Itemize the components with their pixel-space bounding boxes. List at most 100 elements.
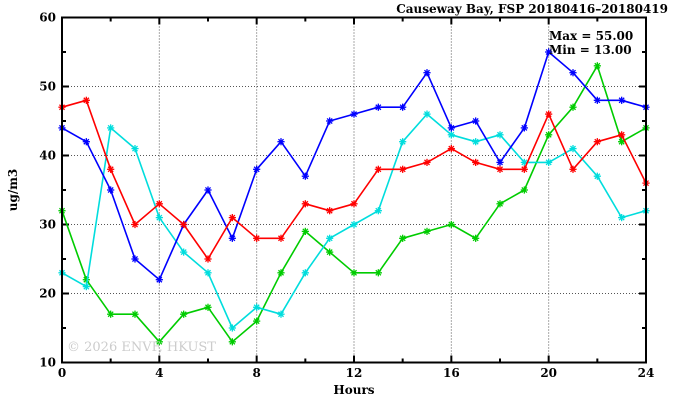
series-red-point (155, 200, 163, 208)
series-red (58, 96, 650, 263)
series-green-point (593, 62, 601, 70)
series-cyan-point (301, 269, 309, 277)
series-cyan-point (253, 303, 261, 311)
series-green-point (618, 138, 626, 146)
series-cyan-point (228, 324, 236, 332)
series-green-point (277, 269, 285, 277)
y-tick-label: 20 (39, 287, 56, 301)
series-red-point (423, 158, 431, 166)
series-red-point (447, 145, 455, 153)
series-green-point (472, 234, 480, 242)
series-green-point (399, 234, 407, 242)
series-blue-point (131, 255, 139, 263)
series-cyan-point (277, 310, 285, 318)
y-tick-label: 40 (39, 149, 56, 163)
x-tick-label: 8 (252, 366, 260, 380)
x-tick-label: 12 (346, 366, 363, 380)
series-cyan-point (569, 145, 577, 153)
x-tick-label: 20 (540, 366, 557, 380)
series-blue-point (301, 172, 309, 180)
series-cyan-point (131, 145, 139, 153)
series-red-point (520, 165, 528, 173)
data-series (58, 48, 650, 346)
x-tick-label: 16 (443, 366, 460, 380)
series-green-point (545, 131, 553, 139)
series-blue-point (423, 69, 431, 77)
series-red-point (593, 138, 601, 146)
series-red-point (301, 200, 309, 208)
plot-frame (61, 16, 647, 364)
series-green-point (301, 227, 309, 235)
series-cyan-point (155, 214, 163, 222)
series-cyan-point (545, 158, 553, 166)
series-green-point (180, 310, 188, 318)
series-red-point (472, 158, 480, 166)
series-red-point (107, 165, 115, 173)
series-red-point (204, 255, 212, 263)
series-blue-point (107, 186, 115, 194)
series-green-point (520, 186, 528, 194)
series-blue-point (326, 117, 334, 125)
watermark: © 2026 ENVF, HKUST (67, 340, 216, 355)
axis-tick-labels: 0 4 8 12 16 20 24 10 20 30 40 50 60 (39, 11, 654, 381)
series-red-point (253, 234, 261, 242)
series-green-point (107, 310, 115, 318)
series-blue-point (82, 138, 90, 146)
series-red-point (326, 207, 334, 215)
series-green-point (350, 269, 358, 277)
x-axis-label: Hours (333, 383, 374, 397)
series-cyan-point (399, 138, 407, 146)
series-blue-point (204, 186, 212, 194)
series-cyan-point (204, 269, 212, 277)
max-annotation: Max = 55.00 (549, 29, 633, 43)
series-red-point (228, 214, 236, 222)
series-blue-point (593, 96, 601, 104)
series-blue-point (277, 138, 285, 146)
min-annotation: Min = 13.00 (549, 43, 632, 57)
series-blue-point (374, 103, 382, 111)
series-cyan-point (326, 234, 334, 242)
series-cyan-point (423, 110, 431, 118)
series-red-point (374, 165, 382, 173)
series-blue-point (545, 48, 553, 56)
series-cyan-point (496, 131, 504, 139)
y-tick-label: 30 (39, 218, 56, 232)
series-cyan-point (82, 283, 90, 291)
series-green-point (326, 248, 334, 256)
series-green-point (496, 200, 504, 208)
series-blue-point (350, 110, 358, 118)
series-cyan-point (447, 131, 455, 139)
series-red-point (350, 200, 358, 208)
series-cyan-point (107, 124, 115, 132)
series-blue-point (472, 117, 480, 125)
x-tick-label: 24 (638, 366, 655, 380)
series-blue-point (447, 124, 455, 132)
series-green-point (155, 338, 163, 346)
y-axis-label: ug/m3 (6, 169, 20, 212)
series-green-point (447, 220, 455, 229)
series-cyan-point (374, 207, 382, 215)
series-blue-point (155, 276, 163, 284)
series-green-point (374, 269, 382, 277)
y-tick-label: 60 (39, 11, 56, 25)
x-tick-label: 4 (155, 366, 163, 380)
series-blue-point (228, 234, 236, 242)
series-cyan-point (180, 248, 188, 256)
series-green-point (253, 317, 261, 325)
series-blue-point (618, 96, 626, 104)
series-green-point (131, 310, 139, 318)
series-red-point (131, 220, 139, 229)
y-tick-label: 10 (39, 356, 56, 370)
series-cyan-point (472, 138, 480, 146)
series-red-point (569, 165, 577, 173)
series-red-point (496, 165, 504, 173)
series-cyan (58, 110, 650, 332)
series-red-point (618, 131, 626, 139)
series-blue-point (569, 69, 577, 77)
series-red-point (399, 165, 407, 173)
series-red-point (180, 220, 188, 229)
series-blue-point (520, 124, 528, 132)
y-tick-label: 50 (39, 80, 56, 94)
series-cyan-point (593, 172, 601, 180)
